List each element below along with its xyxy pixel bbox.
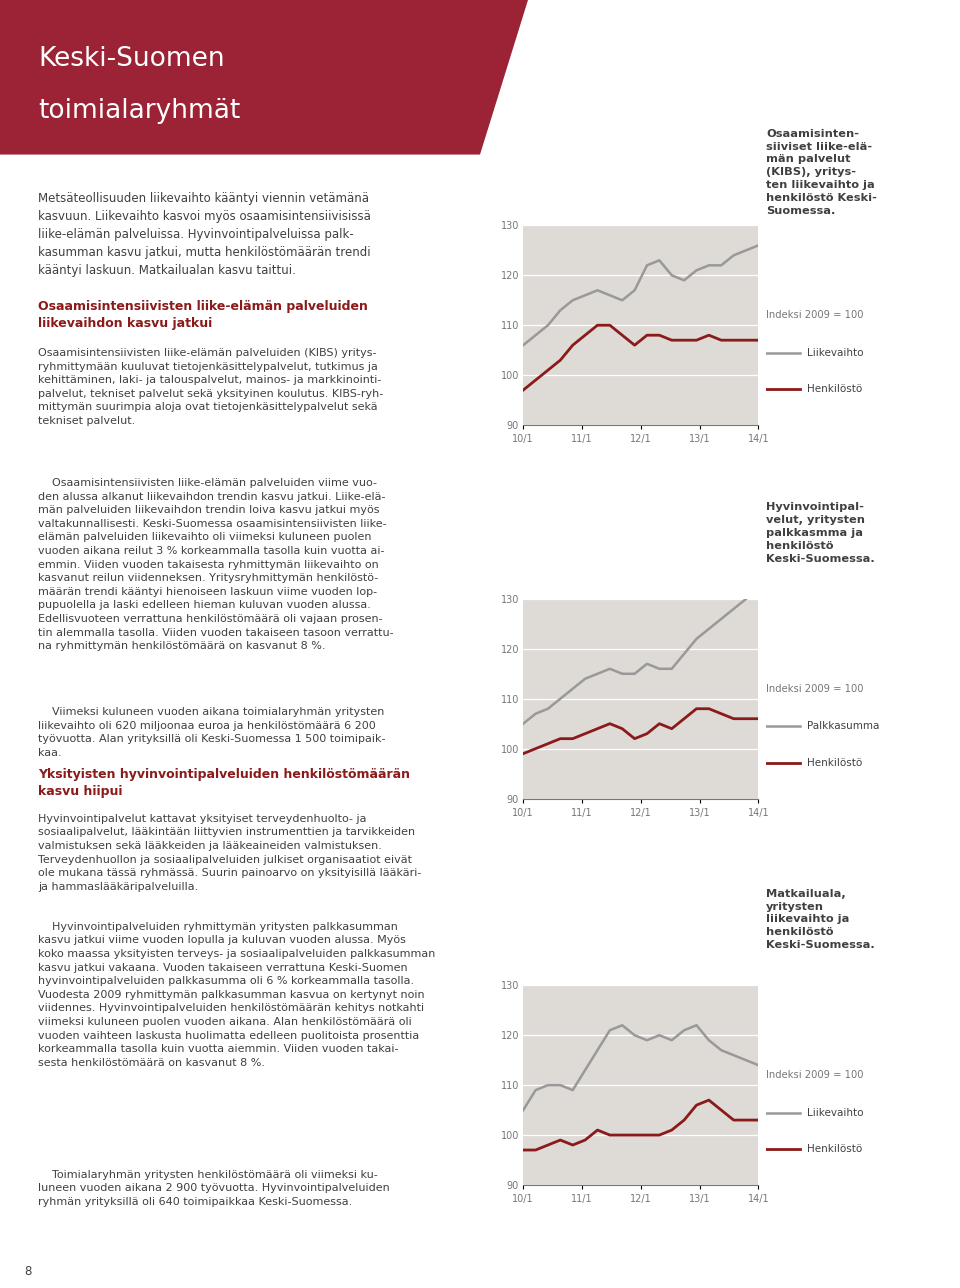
Text: Osaamisintensiivisten liike-elämän palveluiden
liikevaihdon kasvu jatkui: Osaamisintensiivisten liike-elämän palve… (38, 300, 369, 330)
Text: Osaamisinten-
siiviset liike-elä-
män palvelut
(KIBS), yritys-
ten liikevaihto j: Osaamisinten- siiviset liike-elä- män pa… (766, 129, 876, 215)
Text: Hyvinvointipal-
velut, yritysten
palkkasmma ja
henkilöstö
Keski-Suomessa.: Hyvinvointipal- velut, yritysten palkkas… (766, 502, 875, 564)
Text: Yksityisten hyvinvointipalveluiden henkilöstömäärän
kasvu hiipui: Yksityisten hyvinvointipalveluiden henki… (38, 768, 411, 797)
Text: Viimeksi kuluneen vuoden aikana toimialaryhmän yritysten
liikevaihto oli 620 mil: Viimeksi kuluneen vuoden aikana toimiala… (38, 707, 386, 757)
Text: toimialaryhmät: toimialaryhmät (38, 98, 241, 124)
Text: Henkilöstö: Henkilöstö (807, 757, 862, 768)
Text: Liikevaihto: Liikevaihto (807, 1108, 864, 1118)
Text: Osaamisintensiivisten liike-elämän palveluiden (KIBS) yritys-
ryhmittymään kuulu: Osaamisintensiivisten liike-elämän palve… (38, 348, 384, 426)
Text: Palkkasumma: Palkkasumma (807, 721, 879, 732)
Text: Liikevaihto: Liikevaihto (807, 348, 864, 358)
Text: Indeksi 2009 = 100: Indeksi 2009 = 100 (766, 1070, 864, 1081)
Text: Hyvinvointipalveluiden ryhmittymän yritysten palkkasumman
kasvu jatkui viime vuo: Hyvinvointipalveluiden ryhmittymän yrity… (38, 922, 436, 1068)
Text: Keski-Suomen: Keski-Suomen (38, 46, 225, 72)
Text: Matkailuala,
yritysten
liikevaihto ja
henkilöstö
Keski-Suomessa.: Matkailuala, yritysten liikevaihto ja he… (766, 889, 875, 951)
Text: Indeksi 2009 = 100: Indeksi 2009 = 100 (766, 310, 864, 321)
Text: Indeksi 2009 = 100: Indeksi 2009 = 100 (766, 684, 864, 694)
Text: Toimialaryhmän yritysten henkilöstömäärä oli viimeksi ku-
luneen vuoden aikana 2: Toimialaryhmän yritysten henkilöstömäärä… (38, 1170, 390, 1207)
Polygon shape (0, 0, 528, 155)
Text: Osaamisintensiivisten liike-elämän palveluiden viime vuo-
den alussa alkanut lii: Osaamisintensiivisten liike-elämän palve… (38, 478, 394, 652)
Text: Henkilöstö: Henkilöstö (807, 1144, 862, 1154)
Text: Hyvinvointipalvelut kattavat yksityiset terveydenhuolto- ja
sosiaalipalvelut, lä: Hyvinvointipalvelut kattavat yksityiset … (38, 814, 421, 891)
Text: 8: 8 (24, 1265, 32, 1278)
Text: Metsäteollisuuden liikevaihto kääntyi viennin vetämänä
kasvuun. Liikevaihto kasv: Metsäteollisuuden liikevaihto kääntyi vi… (38, 192, 372, 277)
Text: Henkilöstö: Henkilöstö (807, 384, 862, 394)
